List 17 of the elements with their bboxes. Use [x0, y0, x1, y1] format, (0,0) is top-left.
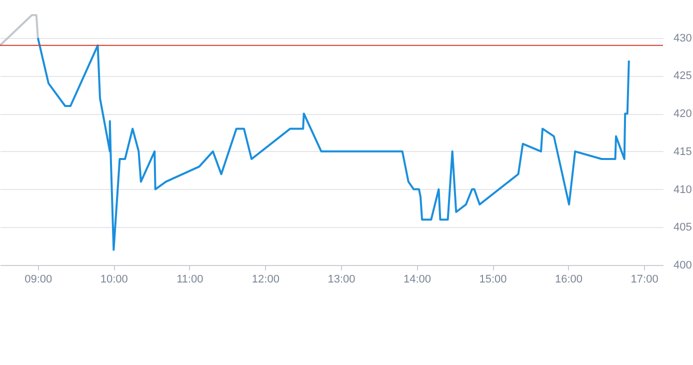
x-tick-label: 09:00	[24, 274, 52, 286]
line-series	[36, 36, 630, 251]
x-tick-label: 16:00	[555, 274, 583, 286]
y-tick-label: 425	[674, 70, 692, 82]
y-tick-label: 430	[674, 32, 692, 44]
x-tick-label: 17:00	[630, 274, 658, 286]
x-tick-label: 10:00	[100, 274, 128, 286]
x-tick-label: 15:00	[479, 274, 507, 286]
x-tick-label: 14:00	[403, 274, 432, 286]
y-tick-label: 415	[674, 146, 692, 158]
y-tick-label: 405	[674, 222, 692, 234]
y-tick-label: 400	[674, 260, 692, 272]
x-tick-label: 13:00	[328, 274, 356, 286]
x-tick-label: 11:00	[176, 274, 204, 286]
y-tick-label: 410	[674, 184, 692, 196]
x-tick-label: 12:00	[252, 274, 280, 286]
y-tick-label: 420	[674, 108, 692, 120]
